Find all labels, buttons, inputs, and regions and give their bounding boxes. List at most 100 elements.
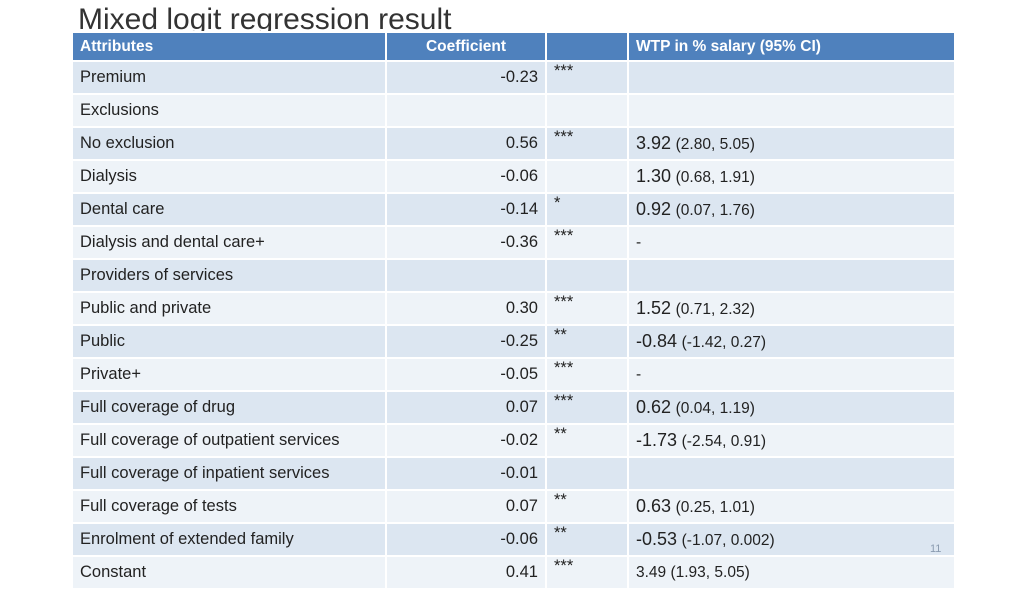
table-row: Public -0.25 ** -0.84 (-1.42, 0.27) <box>71 324 956 359</box>
attribute-cell: Public <box>71 324 387 359</box>
wtp-cell: 3.49 (1.93, 5.05) <box>627 555 956 590</box>
attribute-cell: Enrolment of extended family <box>71 522 387 557</box>
wtp-value: - <box>636 234 642 251</box>
wtp-cell: - <box>627 225 956 260</box>
significance-cell: ** <box>545 324 629 359</box>
coefficient-cell: -0.06 <box>385 159 547 194</box>
table-row: Exclusions <box>71 93 956 128</box>
wtp-value: 3.92 <box>636 133 672 153</box>
wtp-ci: (-1.42, 0.27) <box>681 334 767 351</box>
wtp-cell <box>627 456 956 491</box>
wtp-cell: -0.53 (-1.07, 0.002) <box>627 522 956 557</box>
significance-cell <box>545 159 629 194</box>
attribute-cell: Providers of services <box>71 258 387 293</box>
significance-cell <box>545 456 629 491</box>
attribute-cell: No exclusion <box>71 126 387 161</box>
coefficient-cell: -0.14 <box>385 192 547 227</box>
coefficient-cell: -0.05 <box>385 357 547 392</box>
table-row: Premium -0.23 *** <box>71 60 956 95</box>
wtp-value: 0.62 <box>636 397 672 417</box>
wtp-cell: 0.92 (0.07, 1.76) <box>627 192 956 227</box>
wtp-ci: (2.80, 5.05) <box>675 136 755 153</box>
wtp-ci: (-1.07, 0.002) <box>681 532 775 549</box>
coefficient-cell: 0.07 <box>385 489 547 524</box>
attribute-cell: Dialysis <box>71 159 387 194</box>
wtp-cell: -0.84 (-1.42, 0.27) <box>627 324 956 359</box>
coefficient-cell: -0.36 <box>385 225 547 260</box>
wtp-cell: 1.52 (0.71, 2.32) <box>627 291 956 326</box>
wtp-value: - <box>636 366 642 383</box>
coefficient-cell: -0.25 <box>385 324 547 359</box>
wtp-cell: 1.30 (0.68, 1.91) <box>627 159 956 194</box>
coefficient-cell: 0.56 <box>385 126 547 161</box>
table-row: Enrolment of extended family -0.06 ** -0… <box>71 522 956 557</box>
table-row: No exclusion 0.56 *** 3.92 (2.80, 5.05) <box>71 126 956 161</box>
significance-cell: *** <box>545 60 629 95</box>
wtp-ci: (0.71, 2.32) <box>675 301 755 318</box>
coefficient-cell: 0.07 <box>385 390 547 425</box>
wtp-cell: 0.62 (0.04, 1.19) <box>627 390 956 425</box>
coefficient-cell: -0.02 <box>385 423 547 458</box>
wtp-cell: 3.92 (2.80, 5.05) <box>627 126 956 161</box>
slide-number: 11 <box>930 543 942 555</box>
header-significance <box>545 31 629 62</box>
regression-table: Attributes Coefficient WTP in % salary (… <box>71 31 956 590</box>
wtp-cell: 0.63 (0.25, 1.01) <box>627 489 956 524</box>
significance-cell <box>545 93 629 128</box>
attribute-cell: Dental care <box>71 192 387 227</box>
wtp-value: -0.84 <box>636 331 678 351</box>
table-row: Full coverage of tests 0.07 ** 0.63 (0.2… <box>71 489 956 524</box>
significance-cell: ** <box>545 522 629 557</box>
wtp-cell <box>627 60 956 95</box>
wtp-value: -1.73 <box>636 430 678 450</box>
wtp-cell <box>627 258 956 293</box>
significance-cell: ** <box>545 489 629 524</box>
wtp-value: 1.30 <box>636 166 672 186</box>
wtp-value: 0.92 <box>636 199 672 219</box>
attribute-cell: Dialysis and dental care+ <box>71 225 387 260</box>
header-wtp: WTP in % salary (95% CI) <box>627 31 956 62</box>
attribute-cell: Full coverage of inpatient services <box>71 456 387 491</box>
coefficient-cell <box>385 93 547 128</box>
significance-cell: *** <box>545 390 629 425</box>
header-coefficient: Coefficient <box>385 31 547 62</box>
coefficient-cell: -0.01 <box>385 456 547 491</box>
significance-cell: *** <box>545 291 629 326</box>
coefficient-cell: 0.30 <box>385 291 547 326</box>
wtp-value: 3.49 (1.93, 5.05) <box>636 564 750 581</box>
wtp-ci: (0.04, 1.19) <box>675 400 755 417</box>
slide-title: Mixed logit regression result <box>78 3 452 31</box>
wtp-cell <box>627 93 956 128</box>
table-row: Dialysis -0.06 1.30 (0.68, 1.91) <box>71 159 956 194</box>
wtp-ci: (0.25, 1.01) <box>675 499 755 516</box>
wtp-cell: -1.73 (-2.54, 0.91) <box>627 423 956 458</box>
attribute-cell: Exclusions <box>71 93 387 128</box>
wtp-ci: (0.07, 1.76) <box>675 202 755 219</box>
header-attributes: Attributes <box>71 31 387 62</box>
wtp-value: 0.63 <box>636 496 672 516</box>
table-row: Constant 0.41 *** 3.49 (1.93, 5.05) <box>71 555 956 590</box>
table-row: Private+ -0.05 *** - <box>71 357 956 392</box>
attribute-cell: Full coverage of outpatient services <box>71 423 387 458</box>
coefficient-cell: -0.23 <box>385 60 547 95</box>
significance-cell: *** <box>545 357 629 392</box>
coefficient-cell: 0.41 <box>385 555 547 590</box>
significance-cell <box>545 258 629 293</box>
attribute-cell: Premium <box>71 60 387 95</box>
table-row: Public and private 0.30 *** 1.52 (0.71, … <box>71 291 956 326</box>
table-row: Dental care -0.14 * 0.92 (0.07, 1.76) <box>71 192 956 227</box>
attribute-cell: Private+ <box>71 357 387 392</box>
significance-cell: *** <box>545 555 629 590</box>
table-row: Full coverage of outpatient services -0.… <box>71 423 956 458</box>
coefficient-cell <box>385 258 547 293</box>
coefficient-cell: -0.06 <box>385 522 547 557</box>
table-row: Dialysis and dental care+ -0.36 *** - <box>71 225 956 260</box>
wtp-value: 1.52 <box>636 298 672 318</box>
table-row: Full coverage of inpatient services -0.0… <box>71 456 956 491</box>
wtp-cell: - <box>627 357 956 392</box>
table-row: Providers of services <box>71 258 956 293</box>
significance-cell: * <box>545 192 629 227</box>
wtp-ci: (0.68, 1.91) <box>675 169 755 186</box>
attribute-cell: Public and private <box>71 291 387 326</box>
table-header-row: Attributes Coefficient WTP in % salary (… <box>71 31 956 62</box>
